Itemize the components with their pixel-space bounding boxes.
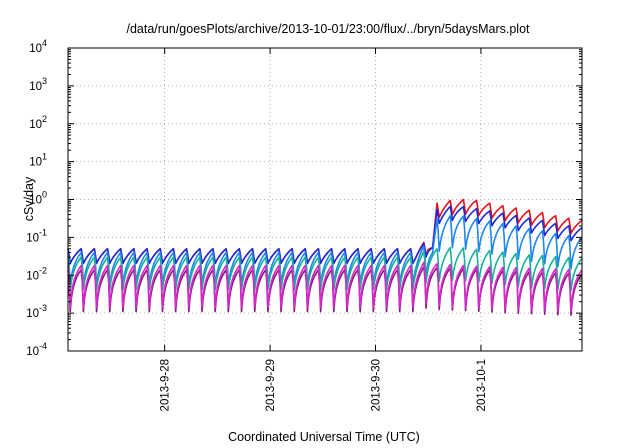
y-tick-exponent: 3 [42, 76, 47, 86]
y-tick-exponent: -2 [39, 265, 47, 275]
y-tick-label: 101 [29, 152, 47, 169]
y-tick-base: 10 [26, 232, 39, 244]
y-tick-label: 10-3 [26, 303, 47, 320]
series-line [67, 205, 583, 265]
y-tick-label: 103 [29, 76, 47, 93]
x-tick-label: 2013-9-30 [371, 359, 383, 411]
y-tick-exponent: -3 [39, 303, 47, 313]
y-tick-exponent: 0 [42, 190, 47, 200]
y-tick-base: 10 [29, 119, 42, 131]
series-line [67, 261, 583, 313]
y-tick-label: 10-2 [26, 265, 47, 282]
y-tick-base: 10 [26, 270, 39, 282]
series-line [67, 214, 583, 286]
y-tick-exponent: -1 [39, 227, 47, 237]
y-tick-label: 10-1 [26, 227, 47, 244]
tick-marks [68, 47, 582, 352]
series-lines [67, 198, 583, 316]
x-tick-label: 2013-9-28 [160, 359, 172, 411]
y-tick-label: 10-4 [26, 341, 47, 358]
series-line [67, 266, 583, 316]
x-tick-label: 2013-9-29 [265, 359, 277, 411]
y-tick-base: 10 [29, 157, 42, 169]
x-tick-labels: 2013-9-28 2013-9-29 2013-9-30 2013-10-1 [160, 359, 488, 411]
y-axis-label: cSv/day [22, 176, 36, 221]
x-tick-label: 2013-10-1 [476, 359, 488, 411]
y-tick-exponent: 1 [42, 152, 47, 162]
chart-title: /data/run/goesPlots/archive/2013-10-01/2… [126, 22, 530, 36]
y-tick-exponent: -4 [39, 341, 47, 351]
x-axis-label: Coordinated Universal Time (UTC) [228, 430, 420, 444]
y-tick-base: 10 [26, 346, 39, 358]
y-tick-exponent: 2 [42, 114, 47, 124]
y-tick-label: 100 [29, 190, 47, 207]
y-tick-label: 102 [29, 114, 47, 131]
y-tick-base: 10 [29, 43, 42, 55]
y-tick-exponent: 4 [42, 38, 47, 48]
grid-lines [68, 48, 582, 351]
y-tick-base: 10 [26, 308, 39, 320]
y-tick-base: 10 [29, 81, 42, 93]
y-tick-base: 10 [29, 195, 42, 207]
series-line [67, 246, 583, 292]
y-tick-label: 104 [29, 38, 47, 55]
